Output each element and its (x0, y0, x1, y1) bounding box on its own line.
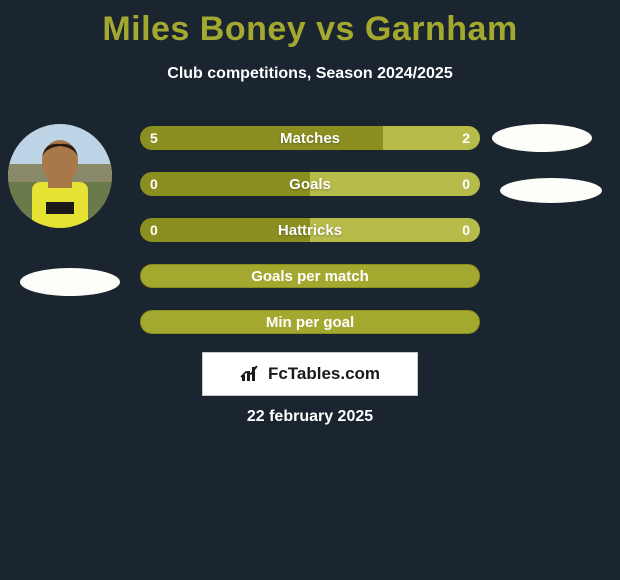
comparison-bars: 52Matches 00Goals 00Hattricks Goals per mat… (140, 126, 480, 356)
stat-bar-goals-per-match: Goals per match (140, 264, 480, 288)
stat-bar-right-value: 2 (383, 126, 480, 150)
avatar-placeholder-icon (8, 124, 112, 228)
watermark-text: FcTables.com (268, 364, 380, 384)
page-title: Miles Boney vs Garnham (0, 0, 620, 49)
watermark-chart-icon (240, 365, 262, 383)
flag-ellipse-left (20, 268, 120, 296)
stat-bar-min-per-goal: Min per goal (140, 310, 480, 334)
snapshot-date: 22 february 2025 (0, 408, 620, 426)
watermark: FcTables.com (202, 352, 418, 396)
player-avatar-left (8, 124, 112, 228)
stat-bar-hattricks: 00Hattricks (140, 218, 480, 242)
flag-ellipse-right-2 (500, 178, 602, 203)
flag-ellipse-right-1 (492, 124, 592, 152)
stat-bar-right-value: 0 (310, 172, 480, 196)
stat-bar-goals: 00Goals (140, 172, 480, 196)
page-subtitle: Club competitions, Season 2024/2025 (0, 65, 620, 83)
stat-bar-left-value: 5 (140, 126, 383, 150)
stat-bar-left-value: 0 (140, 218, 310, 242)
stat-bar-left-value: 0 (140, 172, 310, 196)
stat-bar-right-value: 0 (310, 218, 480, 242)
stat-bar-matches: 52Matches (140, 126, 480, 150)
